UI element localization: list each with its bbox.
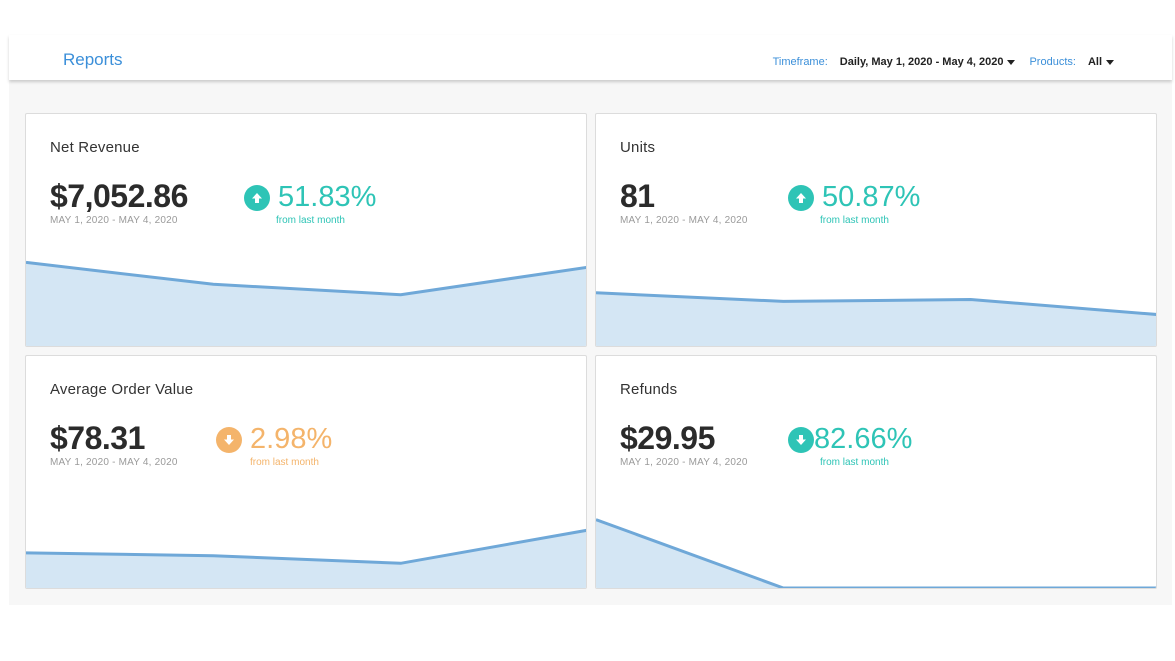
card-net-revenue: Net Revenue $7,052.86 MAY 1, 2020 - MAY …	[25, 113, 587, 347]
card-date-range: MAY 1, 2020 - MAY 4, 2020	[620, 215, 748, 226]
change-value: 2.98%	[250, 423, 333, 455]
card-date-range: MAY 1, 2020 - MAY 4, 2020	[50, 215, 178, 226]
change-indicator: 50.87%	[788, 181, 920, 214]
sparkline-line	[596, 518, 1156, 588]
filters-bar: Timeframe: Daily, May 1, 2020 - May 4, 2…	[773, 56, 1114, 68]
sparkline-area	[26, 262, 586, 346]
change-subtitle: from last month	[250, 457, 319, 468]
arrow-down-circle-icon	[216, 426, 242, 453]
card-value: $78.31	[50, 420, 145, 456]
sparkline-chart	[26, 260, 586, 346]
card-value: 81	[620, 178, 655, 214]
card-date-range: MAY 1, 2020 - MAY 4, 2020	[50, 457, 178, 468]
change-indicator: 82.66%	[788, 423, 912, 456]
sparkline-area	[596, 292, 1156, 346]
sparkline-line	[596, 291, 1156, 316]
sparkline-line	[26, 528, 586, 565]
card-refunds: Refunds $29.95 MAY 1, 2020 - MAY 4, 2020…	[595, 355, 1157, 589]
card-title: Average Order Value	[50, 381, 194, 398]
card-date-range: MAY 1, 2020 - MAY 4, 2020	[620, 457, 748, 468]
sparkline-chart	[26, 528, 586, 588]
sparkline-area	[26, 530, 586, 588]
arrow-down-circle-icon	[788, 426, 814, 453]
arrow-up-circle-icon	[244, 184, 270, 211]
sparkline-chart	[596, 291, 1156, 346]
timeframe-value: Daily, May 1, 2020 - May 4, 2020	[839, 56, 1004, 68]
chevron-down-icon	[1007, 60, 1016, 65]
change-value: 51.83%	[278, 181, 377, 213]
card-value: $7,052.86	[50, 178, 188, 214]
sparkline-chart	[596, 518, 1156, 588]
sparkline-line	[26, 260, 586, 297]
card-average-order-value: Average Order Value $78.31 MAY 1, 2020 -…	[25, 355, 587, 589]
change-indicator: 51.83%	[244, 181, 376, 214]
products-label: Products:	[1029, 56, 1076, 68]
sparkline-area	[596, 519, 1156, 588]
products-dropdown[interactable]: All	[1088, 56, 1114, 68]
products-value: All	[1087, 56, 1102, 68]
change-subtitle: from last month	[276, 215, 345, 226]
card-title: Net Revenue	[50, 139, 140, 156]
card-value: $29.95	[620, 420, 715, 456]
change-subtitle: from last month	[820, 215, 889, 226]
change-value: 50.87%	[822, 181, 921, 213]
timeframe-dropdown[interactable]: Daily, May 1, 2020 - May 4, 2020	[840, 56, 1016, 68]
page-title[interactable]: Reports	[63, 50, 123, 69]
change-value: 82.66%	[814, 423, 913, 455]
reports-app: Reports Timeframe: Daily, May 1, 2020 - …	[9, 35, 1172, 605]
card-units: Units 81 MAY 1, 2020 - MAY 4, 2020 50.87…	[595, 113, 1157, 347]
top-bar: Reports Timeframe: Daily, May 1, 2020 - …	[9, 35, 1172, 80]
card-title: Refunds	[620, 381, 678, 398]
arrow-up-circle-icon	[788, 184, 814, 211]
chevron-down-icon	[1106, 60, 1114, 65]
card-title: Units	[620, 139, 656, 156]
change-indicator: 2.98%	[216, 423, 332, 456]
change-subtitle: from last month	[820, 457, 889, 468]
timeframe-label: Timeframe:	[772, 56, 828, 68]
